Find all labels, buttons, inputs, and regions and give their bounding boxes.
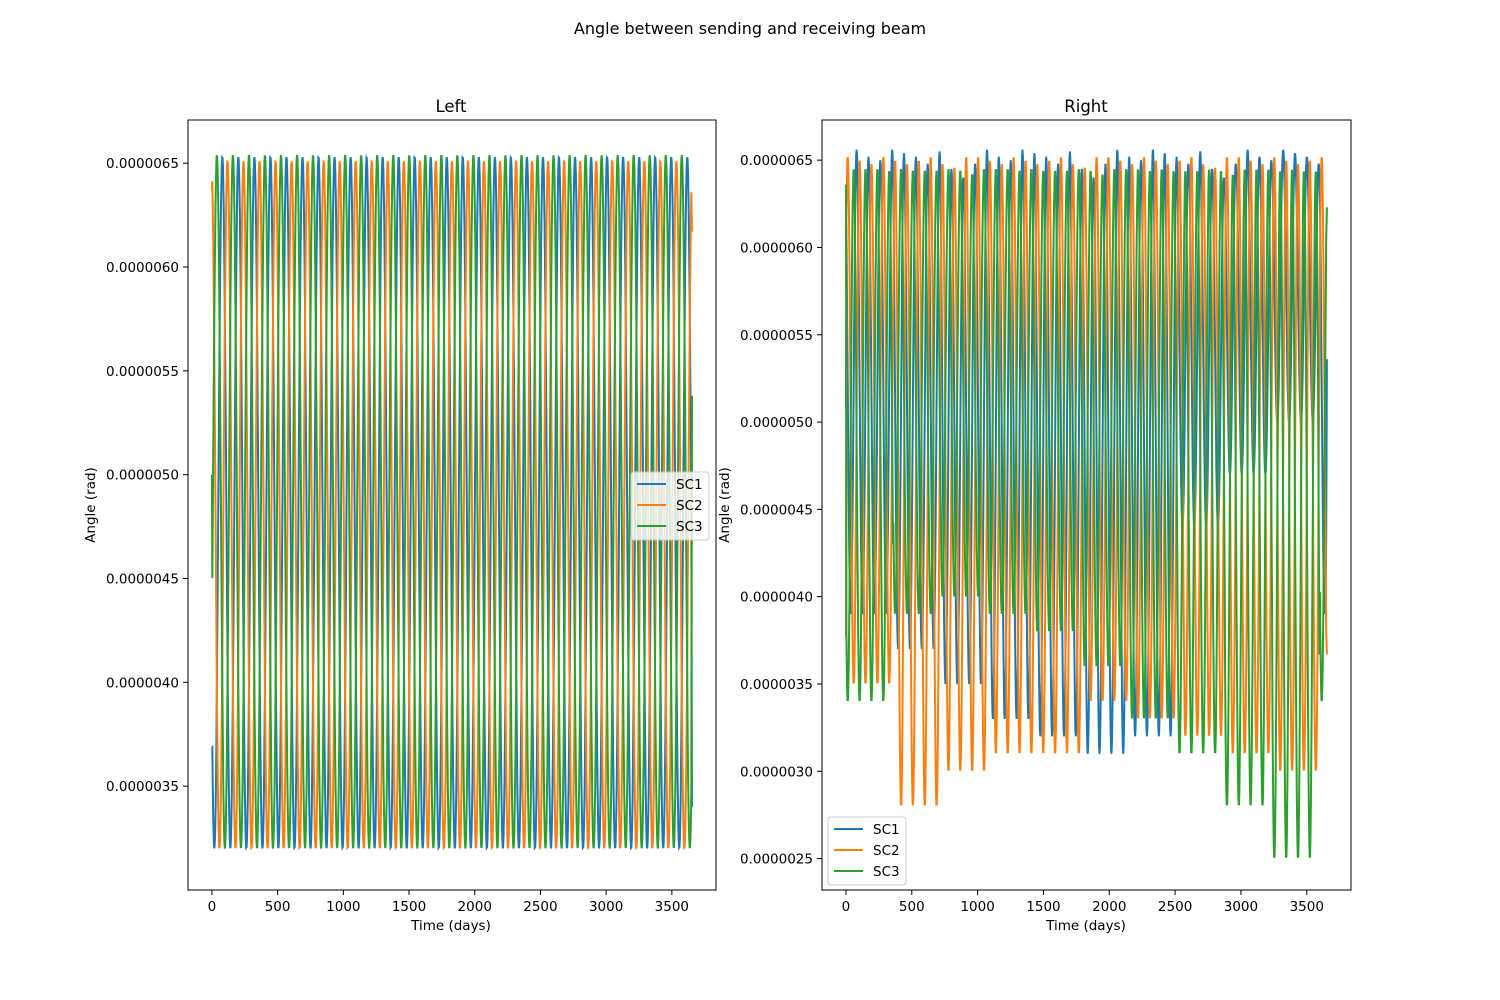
legend-label-sc2: SC2: [676, 498, 703, 514]
y-tick-label: 0.0000045: [740, 502, 813, 518]
y-tick-label: 0.0000065: [740, 153, 813, 169]
x-tick-label: 2500: [1158, 899, 1192, 915]
axes-frame: [821, 119, 1352, 891]
y-tick-label: 0.0000060: [740, 240, 813, 256]
y-tick-label: 0.0000055: [740, 328, 813, 344]
x-tick-label: 1000: [326, 899, 360, 915]
legend: SC1 SC2 SC3: [827, 816, 907, 886]
left-y-axis-label: Angle (rad): [83, 467, 99, 543]
x-tick-label: 2500: [523, 899, 557, 915]
y-tick-label: 0.0000035: [106, 779, 179, 795]
series-line-sc2: [210, 158, 693, 851]
legend-label-sc3: SC3: [676, 519, 703, 535]
x-tick-label: 1000: [960, 899, 994, 915]
x-tick-label: 3500: [655, 899, 689, 915]
x-tick-label: 1500: [1026, 899, 1060, 915]
y-tick-label: 0.0000050: [740, 415, 813, 431]
legend-label-sc2: SC2: [873, 843, 900, 859]
legend-box: [827, 816, 907, 886]
x-tick-label: 2000: [1092, 899, 1126, 915]
left-x-axis-label: Time (days): [410, 918, 491, 934]
y-tick-label: 0.0000040: [106, 675, 179, 691]
x-tick-label: 2000: [458, 899, 492, 915]
y-tick-label: 0.0000055: [106, 364, 179, 380]
left-axes: Left Time (days) Angle (rad) 0 500 1000 150…: [83, 97, 717, 934]
y-tick-label: 0.0000065: [106, 156, 179, 172]
y-tick-label: 0.0000060: [106, 260, 179, 276]
x-tick-label: 0: [208, 899, 217, 915]
right-x-axis-label: Time (days): [1045, 918, 1126, 934]
legend: SC1 SC2 SC3: [630, 471, 710, 541]
y-tick-label: 0.0000050: [106, 468, 179, 484]
plot-area: [210, 153, 693, 851]
axes-frame: [187, 119, 717, 891]
y-tick-label: 0.0000030: [740, 764, 813, 780]
y-tick-label: 0.0000045: [106, 572, 179, 588]
legend-box: [630, 471, 710, 541]
figure-suptitle: Angle between sending and receiving beam: [574, 19, 926, 38]
series-line-sc3: [210, 154, 693, 849]
series-line-sc3: [845, 169, 1328, 858]
x-tick-label: 1500: [392, 899, 426, 915]
x-tick-label: 0: [842, 899, 851, 915]
plot-area: [845, 149, 1328, 858]
right-axes: Right Time (days) Angle (rad) 0 500 1000 15…: [717, 97, 1352, 934]
legend-label-sc3: SC3: [873, 864, 900, 880]
y-tick-label: 0.0000035: [740, 677, 813, 693]
legend-label-sc1: SC1: [873, 822, 900, 838]
series-line-sc2: [845, 157, 1328, 806]
x-tick-label: 500: [899, 899, 925, 915]
x-tick-label: 3000: [1224, 899, 1258, 915]
legend-label-sc1: SC1: [676, 477, 703, 493]
y-tick-label: 0.0000025: [740, 852, 813, 868]
x-tick-label: 3500: [1290, 899, 1324, 915]
y-tick-label: 0.0000040: [740, 590, 813, 606]
right-axes-title: Right: [1064, 97, 1108, 116]
x-tick-label: 500: [265, 899, 291, 915]
right-y-axis-label: Angle (rad): [717, 467, 733, 543]
x-tick-label: 3000: [589, 899, 623, 915]
left-axes-title: Left: [435, 97, 467, 116]
